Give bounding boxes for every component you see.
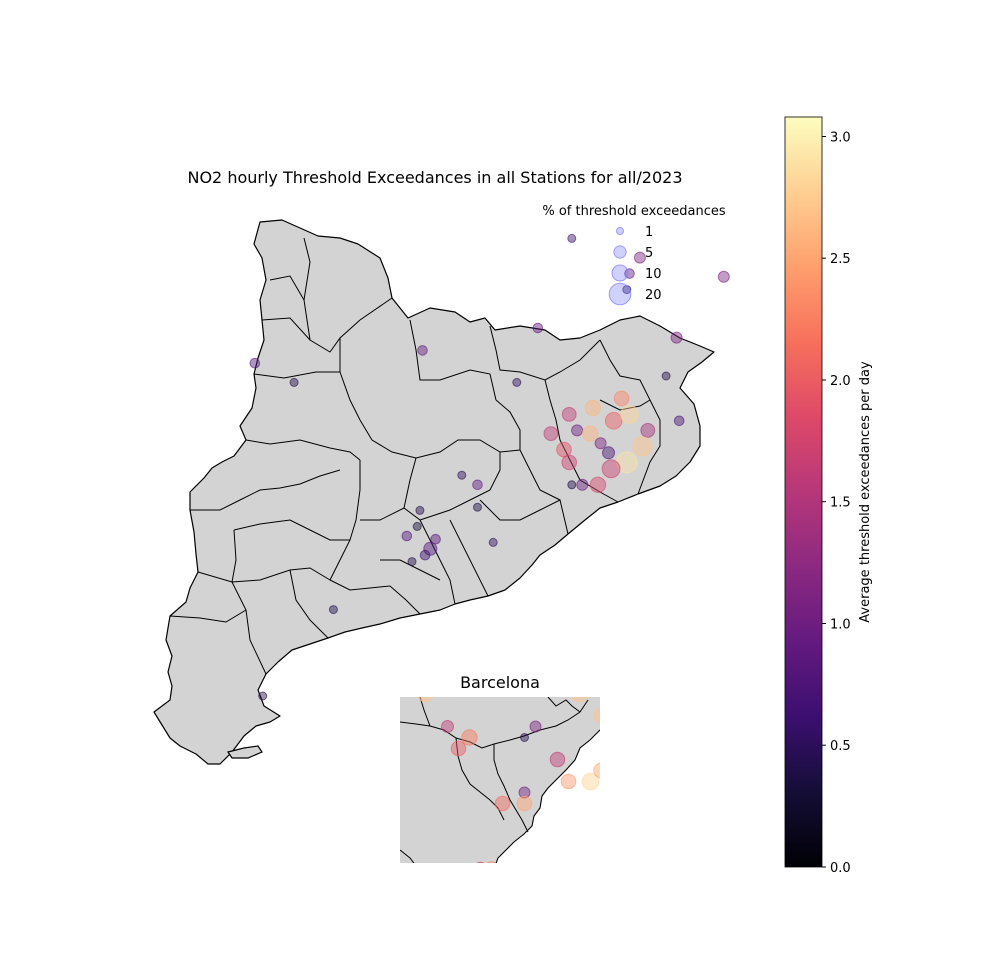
station-point: [422, 888, 430, 896]
station-point: [567, 233, 577, 243]
station-point: [441, 720, 454, 733]
station-point: [412, 521, 422, 531]
station-point: [567, 480, 577, 490]
station-point: [717, 270, 730, 283]
station-point: [670, 331, 683, 344]
legend-label: 20: [645, 288, 662, 303]
colorbar-tick-label: 2.0: [830, 374, 851, 389]
legend-label: 1: [645, 225, 653, 240]
station-point: [472, 479, 483, 491]
station-point: [450, 740, 467, 757]
station-point: [582, 425, 599, 442]
station-point: [419, 549, 431, 561]
station-point: [518, 786, 531, 799]
station-point: [431, 875, 442, 886]
station-point: [516, 795, 533, 812]
station-point: [605, 686, 620, 701]
station-point: [632, 436, 653, 457]
station-point: [407, 557, 417, 567]
station-point: [396, 642, 411, 657]
station-point: [532, 322, 544, 334]
station-point: [289, 377, 299, 387]
colorbar-gradient: [784, 116, 823, 868]
legend-marker: [616, 227, 624, 235]
station-point: [581, 772, 600, 791]
station-point: [571, 424, 584, 437]
colorbar-tick-label: 2.5: [830, 252, 851, 267]
station-point: [601, 459, 621, 479]
station-point: [512, 377, 522, 387]
station-point: [543, 426, 559, 442]
station-point: [258, 691, 268, 701]
legend-title: % of threshold exceedances: [542, 204, 725, 219]
station-point: [486, 861, 497, 863]
station-point: [633, 251, 646, 264]
station-point: [602, 446, 615, 460]
colorbar-tick-label: 0.5: [830, 739, 851, 754]
station-point: [620, 405, 639, 424]
legend-label: 10: [645, 267, 662, 282]
station-point: [461, 729, 478, 746]
main-stations: [249, 233, 730, 701]
station-point: [488, 537, 498, 547]
station-point: [430, 533, 441, 545]
catalonia-map: [153, 219, 730, 765]
station-point: [549, 751, 566, 768]
station-point: [561, 454, 578, 471]
station-point: [604, 412, 623, 430]
map-title: NO2 hourly Threshold Exceedances in all …: [187, 168, 682, 187]
station-point: [640, 423, 656, 438]
station-point: [560, 773, 577, 790]
station-point: [673, 415, 685, 427]
size-legend: % of threshold exceedances 1 5 10 20: [542, 204, 726, 306]
station-point: [485, 643, 499, 657]
legend-marker: [608, 282, 632, 306]
station-point: [593, 707, 600, 724]
station-point: [561, 407, 577, 422]
station-point: [328, 605, 338, 615]
inset-title: Barcelona: [460, 673, 540, 692]
station-point: [528, 642, 543, 657]
catalonia-outline: [153, 219, 715, 765]
station-point: [475, 633, 486, 644]
station-point: [589, 476, 607, 493]
station-point: [584, 399, 601, 417]
station-point: [401, 530, 413, 542]
colorbar-label: Average threshold exceedances per day: [858, 361, 873, 623]
colorbar-tick-label: 1.0: [830, 618, 851, 633]
colorbar-tick-label: 3.0: [830, 131, 851, 146]
inset-sea: [495, 729, 600, 863]
station-point: [613, 390, 630, 407]
station-point: [529, 720, 542, 733]
legend-label: 5: [645, 246, 653, 261]
station-point: [576, 478, 589, 491]
colorbar-tick-label: 1.5: [830, 496, 851, 511]
station-point: [520, 733, 529, 742]
station-point: [473, 502, 482, 512]
station-point: [457, 470, 467, 480]
station-point: [415, 505, 425, 515]
station-point: [661, 371, 671, 381]
station-point: [494, 795, 511, 812]
inset-stations: [396, 633, 620, 896]
legend-marker: [613, 245, 627, 259]
station-point: [582, 674, 600, 692]
station-point: [476, 861, 485, 863]
barcelona-inset: Barcelona: [396, 633, 620, 896]
legend-marker: [611, 264, 629, 282]
station-point: [593, 762, 600, 779]
colorbar-tick-label: 0.0: [830, 861, 851, 876]
station-point: [571, 697, 588, 703]
station-point: [615, 451, 638, 474]
comarca-boundaries: [169, 237, 661, 675]
small-island-delta: [227, 745, 263, 759]
station-point: [249, 357, 261, 369]
station-point: [417, 345, 428, 356]
station-point: [594, 437, 607, 450]
station-point: [417, 697, 434, 703]
colorbar: 0.0 0.5 1.0 1.5 2.0 2.5 3.0 Average threshold …: [784, 116, 873, 876]
